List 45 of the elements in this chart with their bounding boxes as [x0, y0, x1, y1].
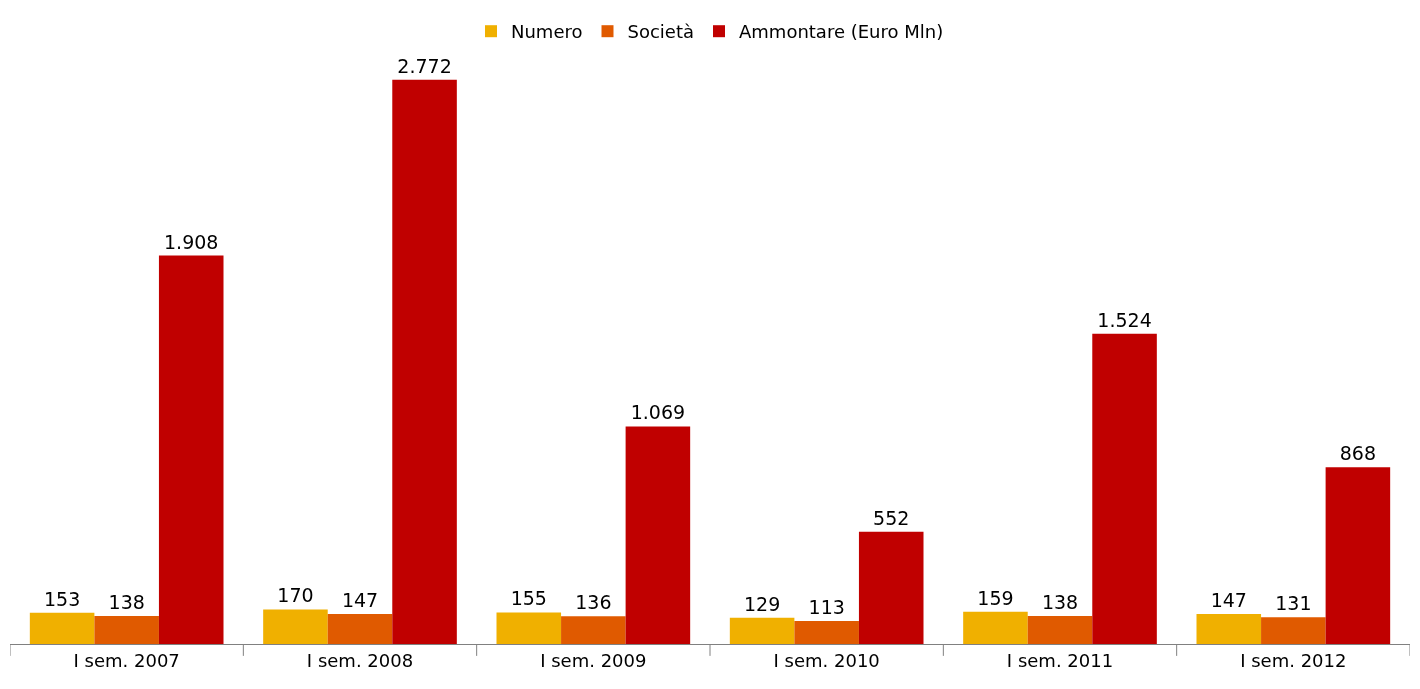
data-label: 153: [43, 587, 81, 610]
bar: [858, 531, 924, 644]
bar: [729, 617, 795, 644]
data-label: 159: [977, 586, 1014, 609]
bar: [1325, 467, 1391, 644]
x-tick-label: I sem. 2010: [773, 649, 880, 671]
bar: [94, 615, 159, 644]
bar: [561, 616, 626, 644]
data-label: 1.524: [1097, 308, 1152, 331]
data-label: 868: [1339, 442, 1377, 465]
legend-label: Società: [627, 21, 694, 43]
bar: [29, 612, 95, 644]
bar: [496, 612, 562, 644]
data-label: 552: [873, 506, 910, 529]
data-label: 1.908: [164, 230, 219, 253]
data-label: 138: [108, 590, 145, 613]
data-label: 1.069: [630, 401, 686, 424]
bar: [263, 609, 328, 644]
bar: [963, 611, 1028, 644]
bar: [327, 614, 393, 644]
bar: [1196, 614, 1262, 644]
data-label: 113: [808, 596, 845, 618]
x-tick-label: I sem. 2011: [1006, 649, 1114, 671]
bar: [794, 621, 859, 644]
legend-label: Ammontare (Euro Mln): [739, 21, 944, 43]
data-label: 147: [1210, 589, 1247, 612]
data-label: 2.772: [397, 54, 452, 77]
data-label: 155: [510, 587, 547, 610]
bar: [1261, 617, 1326, 644]
data-label: 129: [743, 592, 781, 615]
legend-label: Numero: [511, 21, 583, 43]
bar: [625, 426, 691, 644]
x-tick-label: I sem. 2009: [540, 649, 647, 671]
data-label: 131: [1275, 592, 1312, 615]
x-tick-label: I sem. 2012: [1240, 649, 1347, 671]
bar: [158, 255, 224, 644]
bar: [1092, 333, 1157, 644]
data-label: 136: [575, 591, 612, 614]
x-tick-label: I sem. 2008: [306, 649, 414, 671]
data-label: 147: [341, 589, 379, 612]
bar: [392, 79, 457, 644]
x-tick-label: I sem. 2007: [73, 649, 180, 671]
bar: [1027, 615, 1093, 644]
data-label: 138: [1041, 590, 1079, 613]
data-label: 170: [277, 584, 314, 607]
